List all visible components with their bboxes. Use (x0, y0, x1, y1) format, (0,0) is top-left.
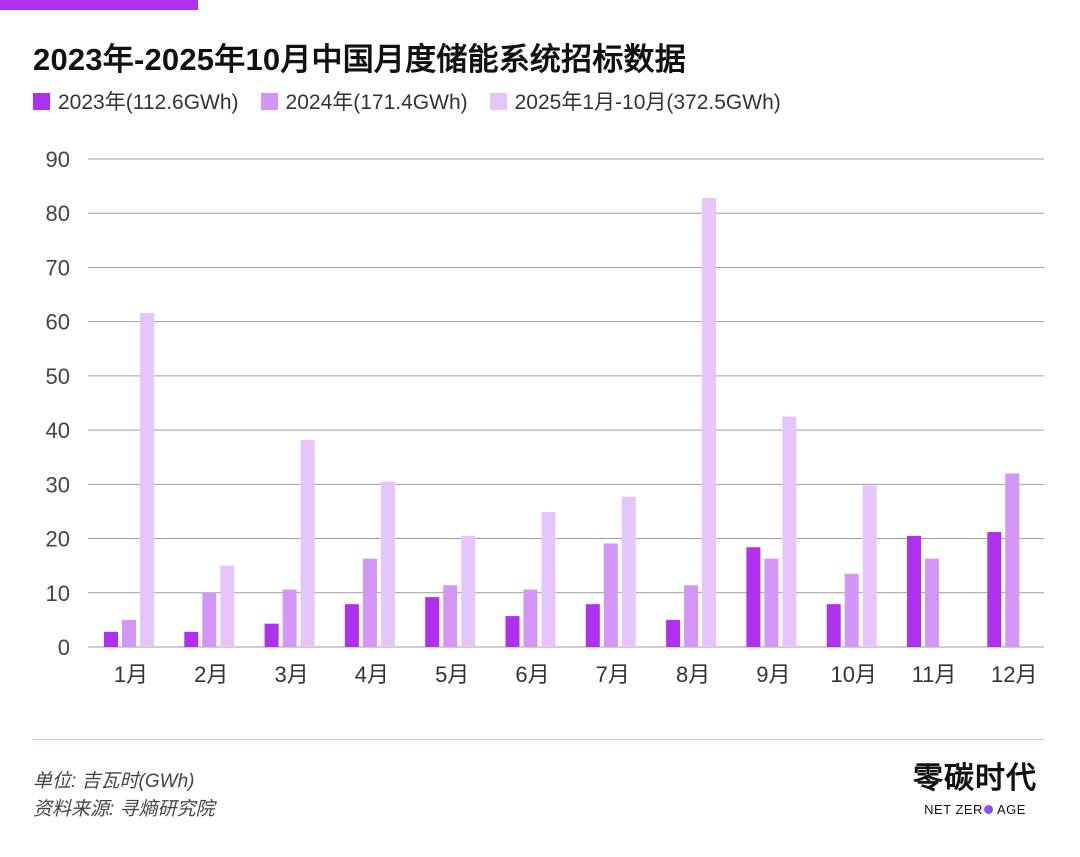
x-tick-label: 3月 (274, 662, 308, 687)
legend-label-2023: 2023年(112.6GWh) (58, 91, 239, 114)
bar-3月-series-1 (282, 589, 297, 647)
brand-logo: 零碳时代 NET ZER AGE (905, 761, 1045, 818)
bar-7月-series-0 (585, 604, 600, 647)
bar-8月-series-2 (702, 198, 717, 647)
legend: 2023年(112.6GWh) 2024年(171.4GWh) 2025年1月-… (33, 86, 803, 116)
bar-10月-series-2 (862, 485, 877, 647)
logo-english-text: NET ZER AGE (905, 802, 1045, 817)
bar-11月-series-0 (907, 535, 921, 647)
x-tick-label: 2月 (194, 662, 228, 687)
bar-1月-series-0 (104, 631, 118, 647)
bar-4月-series-1 (362, 558, 377, 647)
bar-3月-series-2 (300, 439, 315, 647)
bar-2月-series-2 (220, 565, 235, 647)
bar-chart: 0 10 20 30 40 50 60 70 80 90 1月 2月 3月 4月 5月 6月 7月 8月 9月 10月… (46, 147, 1044, 687)
bar-6月-series-1 (523, 589, 538, 647)
bar-6月-series-2 (541, 511, 556, 647)
y-tick-label: 50 (46, 364, 70, 389)
y-tick-label: 20 (46, 527, 70, 552)
legend-swatch-2025 (489, 92, 507, 110)
bar-8月-series-0 (666, 619, 681, 647)
y-tick-label: 30 (46, 472, 70, 497)
chart-title: 2023年-2025年10月中国月度储能系统招标数据 (33, 42, 686, 77)
x-tick-label: 11月 (912, 662, 957, 687)
bar-5月-series-2 (461, 535, 476, 647)
logo-chinese-text: 零碳时代 (913, 761, 1037, 796)
x-tick-label: 6月 (515, 662, 549, 687)
y-tick-label: 80 (46, 201, 70, 226)
accent-bar (0, 0, 198, 10)
footer-divider (32, 739, 1044, 740)
logo-en-right: AGE (996, 802, 1026, 817)
legend-item-2023: 2023年(112.6GWh) (33, 86, 239, 116)
x-tick-label: 8月 (676, 662, 710, 687)
y-tick-label: 70 (46, 255, 70, 280)
bar-11月-series-1 (925, 558, 939, 647)
bar-5月-series-1 (443, 585, 458, 647)
bar-7月-series-1 (603, 543, 618, 647)
bar-6月-series-0 (505, 616, 520, 647)
x-tick-label: 12月 (991, 662, 1037, 687)
bar-7月-series-2 (621, 496, 636, 647)
y-tick-label: 60 (46, 310, 70, 335)
bar-4月-series-0 (344, 604, 359, 647)
legend-label-2024: 2024年(171.4GWh) (285, 91, 468, 114)
bar-10月-series-1 (844, 573, 859, 647)
legend-swatch-2023 (33, 92, 50, 110)
bar-3月-series-0 (264, 623, 279, 647)
legend-item-2024: 2024年(171.4GWh) (260, 86, 468, 116)
bar-4月-series-2 (380, 481, 395, 647)
y-tick-label: 40 (46, 418, 70, 443)
unit-note: 单位: 吉瓦时(GWh) (33, 771, 195, 792)
bar-9月-series-2 (782, 416, 797, 647)
legend-item-2025: 2025年1月-10月(372.5GWh) (489, 86, 781, 116)
bar-12月-series-1 (1005, 473, 1020, 647)
bar-2月-series-0 (184, 631, 199, 647)
bar-9月-series-0 (746, 547, 761, 647)
x-tick-label: 4月 (355, 662, 389, 687)
y-tick-label: 10 (46, 581, 70, 606)
bar-2月-series-1 (202, 592, 217, 647)
legend-swatch-2024 (260, 92, 278, 110)
x-tick-label: 5月 (435, 662, 469, 687)
bar-10月-series-0 (826, 604, 841, 647)
logo-en-left: NET ZER (924, 802, 983, 817)
bar-1月-series-2 (140, 312, 154, 647)
legend-label-2025: 2025年1月-10月(372.5GWh) (514, 91, 781, 114)
y-tick-label: 90 (46, 147, 70, 172)
bar-5月-series-0 (425, 597, 440, 647)
logo-dot-icon (983, 805, 993, 814)
bar-12月-series-0 (987, 532, 1002, 647)
x-tick-label: 10月 (830, 662, 876, 687)
source-note: 资料来源: 寻熵研究院 (33, 799, 215, 820)
bar-9月-series-1 (764, 558, 779, 647)
x-tick-label: 7月 (596, 662, 630, 687)
x-tick-label: 1月 (114, 662, 148, 687)
y-tick-label: 0 (58, 635, 70, 660)
bar-8月-series-1 (684, 585, 699, 647)
bar-1月-series-1 (122, 619, 136, 647)
x-tick-label: 9月 (756, 662, 790, 687)
